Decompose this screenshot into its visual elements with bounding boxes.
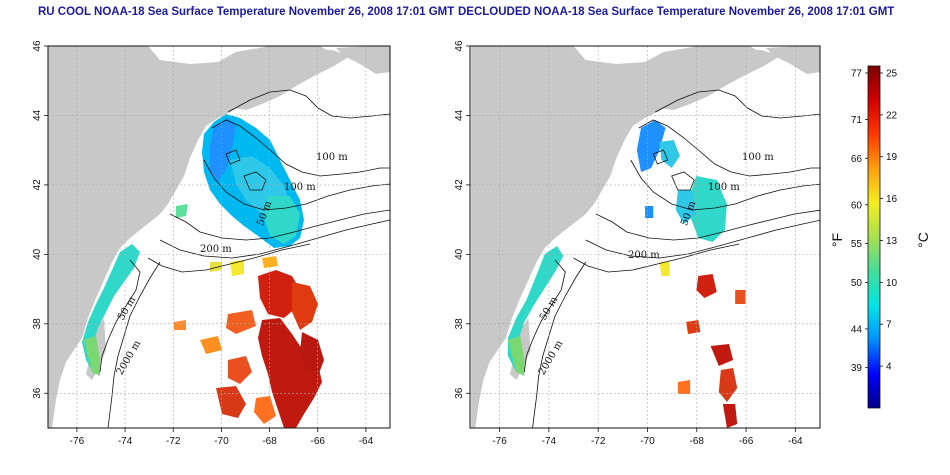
fahrenheit-tick-label: 77 (851, 68, 863, 79)
left-panel-title: RU COOL NOAA-18 Sea Surface Temperature … (38, 6, 455, 18)
celsius-tick-label: 4 (886, 362, 892, 373)
contour-label: 100 m (742, 152, 774, 163)
right-map-frame (469, 45, 821, 429)
lat-tick-label: 36 (32, 387, 43, 399)
fahrenheit-tick-label: 39 (851, 363, 863, 374)
celsius-tick-label: 25 (886, 68, 898, 79)
left-lat-axis: 46 44 42 40 38 36 (32, 40, 48, 399)
lat-tick-label: 40 (454, 248, 465, 260)
lat-tick-label: 40 (32, 248, 43, 260)
fahrenheit-tick-label: 50 (851, 278, 863, 289)
lon-tick-label: -66 (311, 436, 326, 447)
celsius-tick-label: 16 (886, 194, 898, 205)
lon-tick-label: -66 (739, 436, 754, 447)
left-map-panel: 100 m 100 m 50 m 200 m 50 m 2000 m -76 -7… (32, 40, 391, 447)
lon-tick-label: -70 (214, 436, 229, 447)
lon-tick-label: -64 (788, 436, 803, 447)
celsius-tick-label: 19 (886, 152, 898, 163)
right-lon-axis: -76 -74 -72 -70 -68 -66 -64 (492, 428, 803, 447)
colorbar-fahrenheit-ticks: 77 71 66 60 55 50 44 39 (851, 68, 868, 374)
lat-tick-label: 46 (454, 40, 465, 52)
contour-label: 100 m (316, 152, 348, 163)
lon-tick-label: -72 (591, 436, 606, 447)
lat-tick-label: 44 (32, 109, 43, 121)
left-lon-axis: -76 -74 -72 -70 -68 -66 -64 (70, 428, 374, 447)
colorbar-celsius-ticks: 25 22 19 16 13 10 7 4 (880, 68, 898, 373)
contour-label: 100 m (284, 182, 316, 193)
contour-label: 200 m (628, 250, 660, 261)
lon-tick-label: -70 (640, 436, 655, 447)
fahrenheit-unit-label: °F (829, 233, 845, 247)
left-map-frame (47, 45, 391, 429)
lat-tick-label: 38 (32, 318, 43, 330)
lon-tick-label: -68 (262, 436, 277, 447)
celsius-tick-label: 13 (886, 236, 898, 247)
left-sst-field (82, 114, 324, 428)
lat-tick-label: 38 (454, 318, 465, 330)
right-map-panel: 100 m 100 m 50 m 200 m 50 m 2000 m -76 -7… (454, 40, 821, 447)
left-grid (48, 46, 390, 428)
fahrenheit-tick-label: 66 (851, 154, 863, 165)
lon-tick-label: -64 (359, 436, 374, 447)
lon-tick-label: -76 (70, 436, 85, 447)
right-bathymetry-contours (523, 89, 820, 428)
celsius-tick-label: 22 (886, 110, 898, 121)
fahrenheit-tick-label: 55 (851, 239, 863, 250)
lat-tick-label: 42 (454, 179, 465, 191)
fahrenheit-tick-label: 44 (851, 324, 863, 335)
contour-label: 100 m (708, 182, 740, 193)
right-lat-axis: 46 44 42 40 38 36 (454, 40, 470, 399)
lon-tick-label: -74 (542, 436, 557, 447)
fahrenheit-tick-label: 71 (851, 115, 863, 126)
celsius-tick-label: 7 (886, 320, 892, 331)
colorbar-ramp (867, 65, 881, 409)
lon-tick-label: -68 (690, 436, 705, 447)
lon-tick-label: -76 (492, 436, 507, 447)
temperature-colorbar: 77 71 66 60 55 50 44 39 25 22 19 16 13 10 7 4 °F °C (829, 65, 931, 409)
right-panel-title: DECLOUDED NOAA-18 Sea Surface Temperatur… (458, 6, 895, 18)
lat-tick-label: 44 (454, 109, 465, 121)
celsius-unit-label: °C (915, 232, 931, 248)
lat-tick-label: 46 (32, 40, 43, 52)
celsius-tick-label: 10 (886, 278, 898, 289)
fahrenheit-tick-label: 60 (851, 200, 863, 211)
lat-tick-label: 36 (454, 387, 465, 399)
lon-tick-label: -74 (118, 436, 133, 447)
lon-tick-label: -72 (166, 436, 181, 447)
lat-tick-label: 42 (32, 179, 43, 191)
left-bathymetry-contours (99, 89, 390, 428)
contour-label: 200 m (200, 244, 232, 255)
